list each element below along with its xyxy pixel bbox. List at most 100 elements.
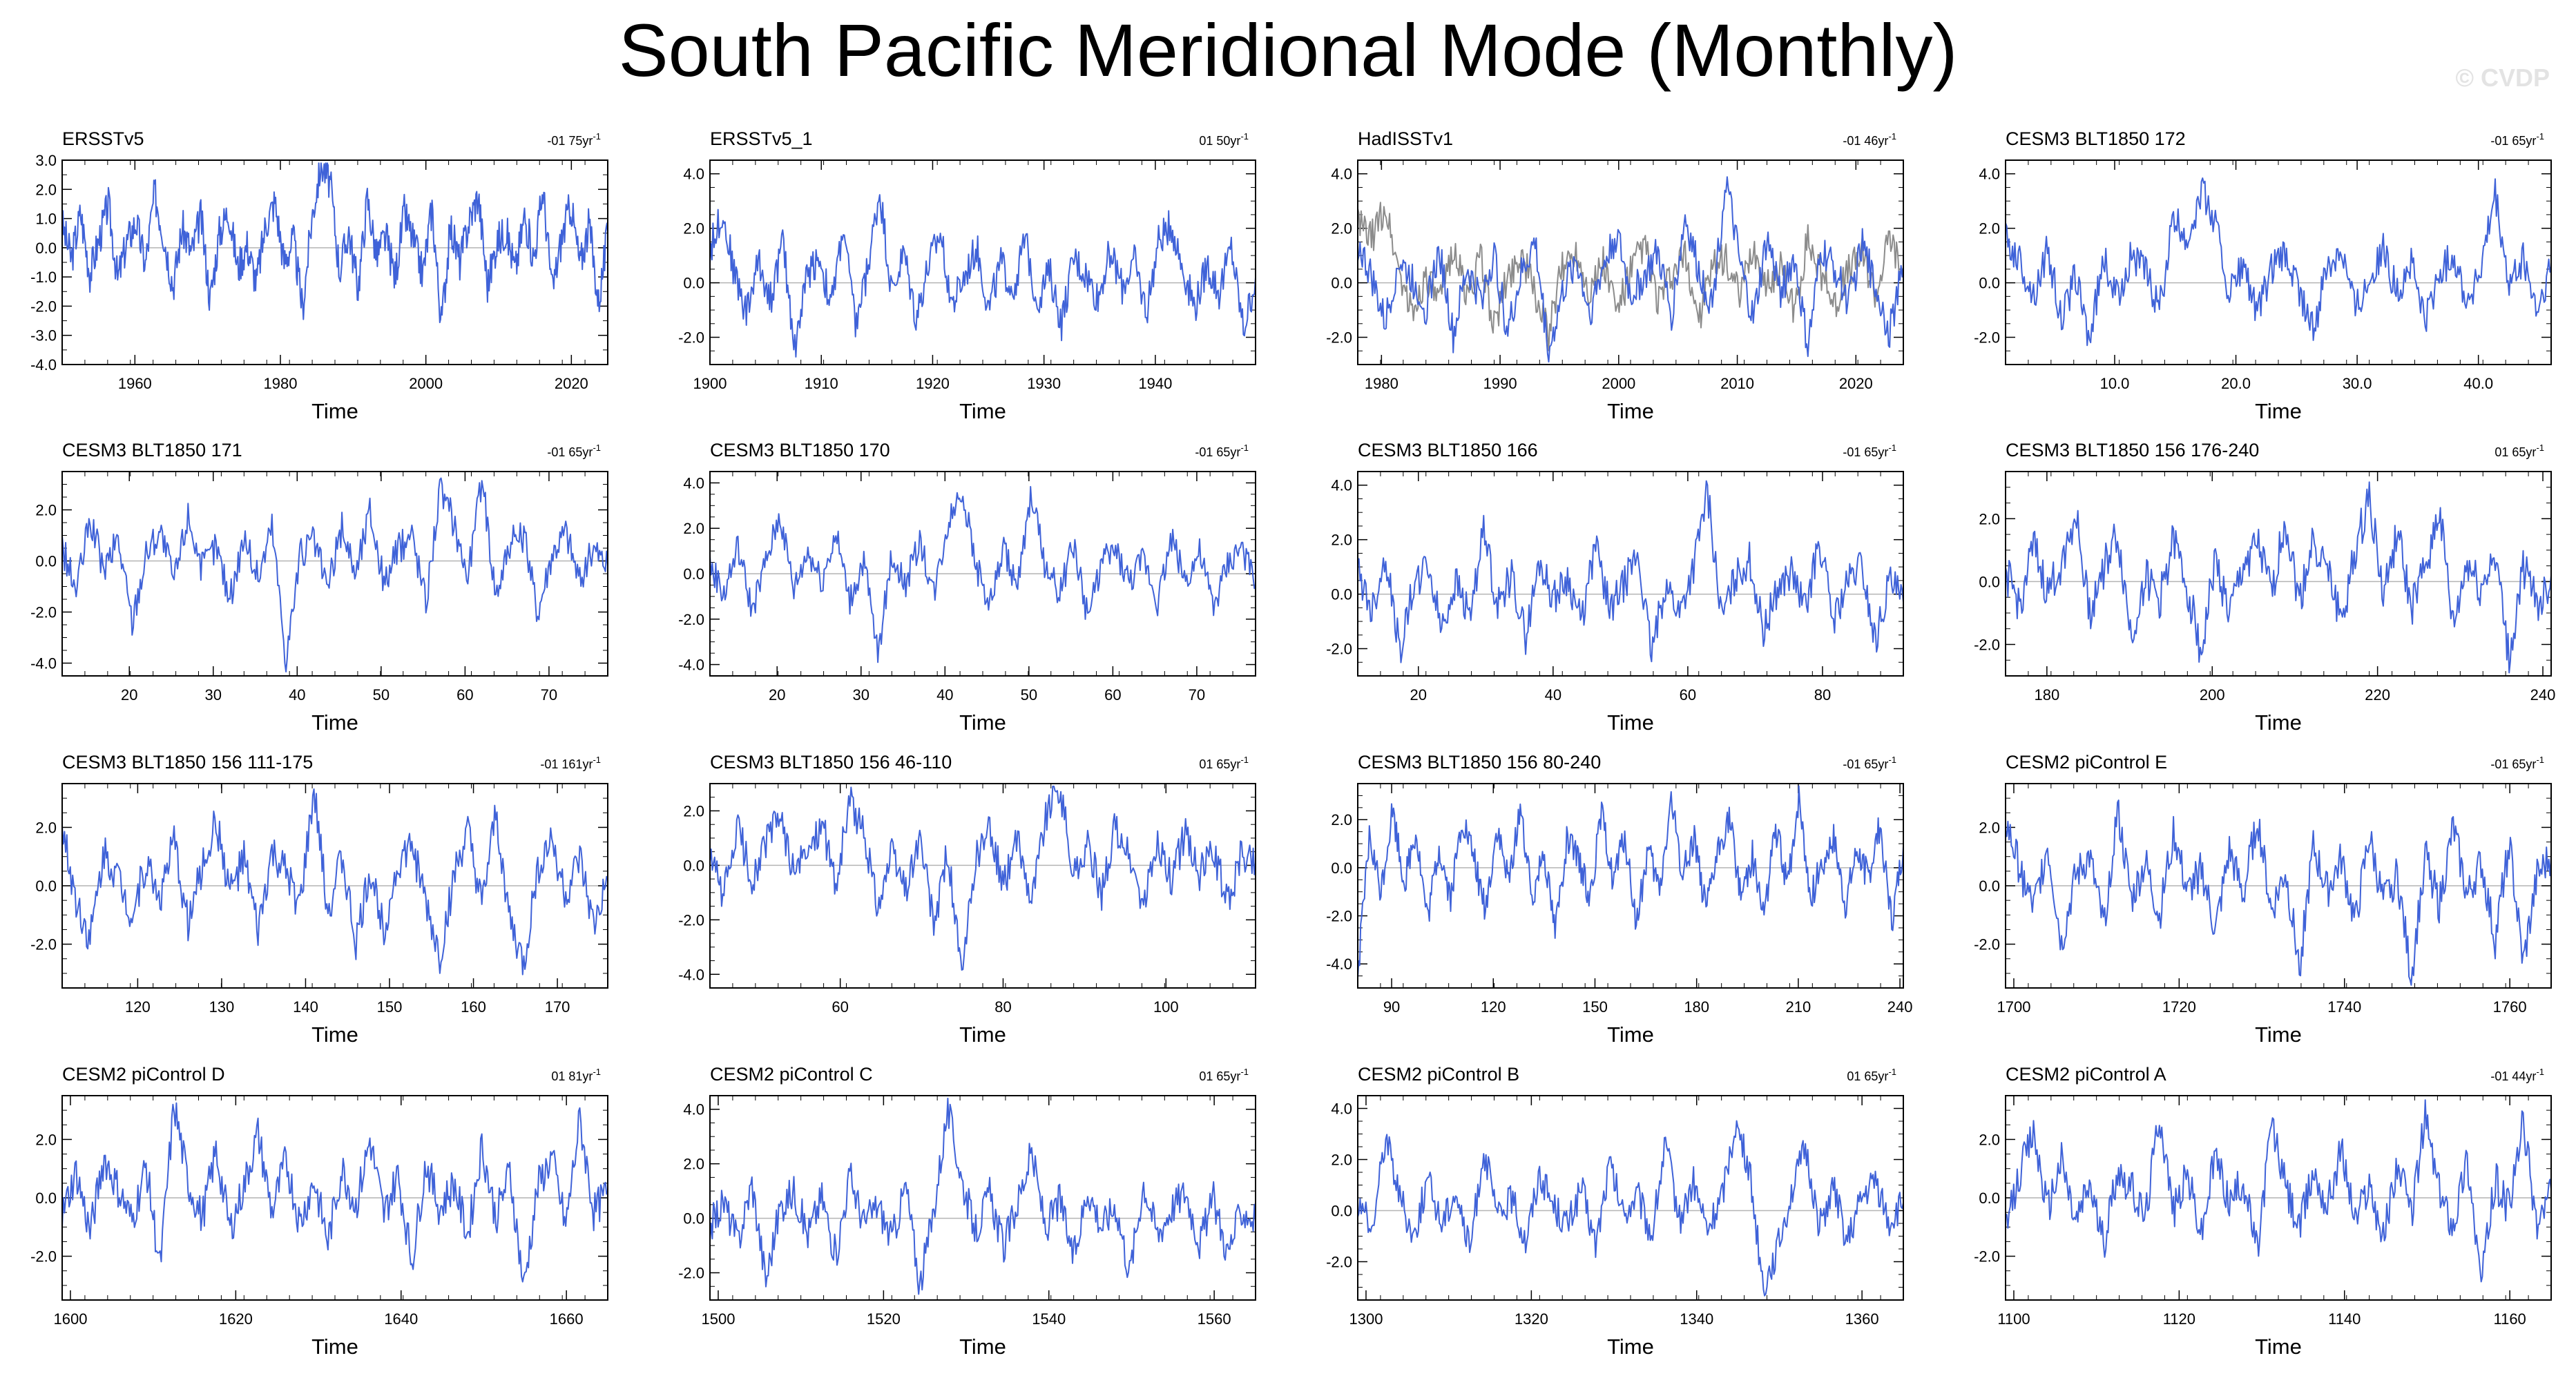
panel-trend-label: -01 75yr-1 <box>547 131 601 148</box>
trend-superscript: -1 <box>1888 131 1896 142</box>
series-line <box>709 1097 1256 1295</box>
plot-frame <box>61 783 608 989</box>
chart-panel-12: CESM2 piControl E -01 65yr-1 2.0 0.0 -2.0 170… <box>1974 752 2552 1047</box>
plot-frame <box>1357 471 1904 677</box>
x-axis-label: Time <box>959 1335 1006 1359</box>
x-tick-label: 80 <box>994 998 1011 1016</box>
y-tick-label: 1.0 <box>35 211 57 228</box>
series-line <box>2005 481 2552 674</box>
panel-title: HadISSTv1 <box>1358 128 1453 149</box>
y-tick-label: 2.0 <box>1979 1131 2000 1148</box>
x-tick-label: 40 <box>1545 686 1561 704</box>
chart-panel-5: CESM3 BLT1850 171 -01 65yr-1 2.0 0.0 -2.0 -4.… <box>30 440 608 735</box>
trend-superscript: -1 <box>1240 443 1249 453</box>
x-tick-label: 20 <box>769 686 785 704</box>
plot-frame <box>2005 159 2552 365</box>
x-tick-label: 1940 <box>1138 375 1172 392</box>
y-tick-label: 4.0 <box>683 1101 704 1118</box>
y-tick-label: -4.0 <box>678 966 704 983</box>
y-tick-label: 0.0 <box>1331 275 1352 292</box>
series-line <box>2005 799 2552 986</box>
series-line <box>61 477 608 672</box>
x-tick-label: 1930 <box>1027 375 1061 392</box>
x-tick-label: 1900 <box>693 375 727 392</box>
y-tick-label: 2.0 <box>1979 819 2000 836</box>
chart-panel-10: CESM3 BLT1850 156 46-110 01 65yr-1 2.0 0.0 -… <box>678 752 1256 1047</box>
y-tick-label: -2.0 <box>1974 329 2000 347</box>
chart-panel-16: CESM2 piControl A -01 44yr-1 2.0 0.0 -2.0 110… <box>1974 1064 2552 1359</box>
x-tick-label: 10.0 <box>2100 375 2130 392</box>
panel-title: ERSSTv5 <box>62 128 144 149</box>
trend-superscript: -1 <box>1240 1067 1249 1077</box>
trend-superscript: -1 <box>2536 1067 2544 1077</box>
x-tick-label: 240 <box>2530 686 2556 704</box>
plot-frame <box>61 471 608 677</box>
page-title: South Pacific Meridional Mode (Monthly) <box>618 8 1958 92</box>
chart-panel-2: ERSSTv5_1 01 50yr-1 4.0 2.0 0.0 -2.0 1900 1910 1… <box>678 128 1256 423</box>
chart-panel-1: ERSSTv5 -01 75yr-1 3.0 2.0 1.0 0.0 -1.0 -2.0 -3.… <box>30 128 608 423</box>
x-tick-label: 60 <box>456 686 473 704</box>
y-tick-label: 2.0 <box>1979 510 2000 527</box>
x-tick-label: 2000 <box>409 375 443 392</box>
panel-trend-label: -01 65yr-1 <box>2490 755 2544 771</box>
x-axis-label: Time <box>959 399 1006 423</box>
x-tick-label: 40 <box>936 686 953 704</box>
x-tick-label: 30 <box>853 686 869 704</box>
y-tick-label: -3.0 <box>30 327 57 345</box>
x-axis-label: Time <box>2255 399 2302 423</box>
panel-trend-label: 01 65yr-1 <box>2495 443 2544 459</box>
y-tick-label: 0.0 <box>683 565 704 583</box>
series-line <box>709 485 1256 663</box>
x-tick-label: 200 <box>2200 686 2225 704</box>
x-tick-label: 1960 <box>118 375 152 392</box>
series-line <box>1357 480 1904 663</box>
y-tick-label: 2.0 <box>35 502 57 519</box>
panel-title: CESM3 BLT1850 156 111-175 <box>62 752 313 773</box>
chart-panel-14: CESM2 piControl C 01 65yr-1 4.0 2.0 0.0 -2.0 1… <box>678 1064 1256 1359</box>
y-tick-label: 4.0 <box>1331 166 1352 183</box>
trend-superscript: -1 <box>1888 443 1896 453</box>
y-tick-label: 4.0 <box>1979 166 2000 183</box>
y-tick-label: -2.0 <box>678 1265 704 1282</box>
series-line <box>709 785 1256 971</box>
chart-panel-11: CESM3 BLT1850 156 80-240 -01 65yr-1 2.0 0.0… <box>1326 752 1912 1047</box>
series-line <box>2005 177 2552 347</box>
chart-panel-13: CESM2 piControl D 01 81yr-1 2.0 0.0 -2.0 1600… <box>30 1064 608 1359</box>
panel-trend-label: 01 50yr-1 <box>1199 131 1249 148</box>
x-tick-label: 70 <box>1189 686 1205 704</box>
panel-trend-label: -01 65yr-1 <box>1843 755 1896 771</box>
x-axis-label: Time <box>1607 1335 1654 1359</box>
x-tick-label: 90 <box>1383 998 1400 1016</box>
series-line <box>1357 1120 1904 1297</box>
x-tick-label: 1640 <box>384 1310 418 1328</box>
panel-trend-label: -01 44yr-1 <box>2490 1067 2544 1083</box>
y-tick-label: -2.0 <box>30 298 57 315</box>
y-tick-label: 2.0 <box>683 1156 704 1173</box>
x-tick-label: 2000 <box>1602 375 1635 392</box>
y-tick-label: 0.0 <box>1979 573 2000 590</box>
chart-panel-8: CESM3 BLT1850 156 176-240 01 65yr-1 2.0 0.0… <box>1974 440 2555 735</box>
x-tick-label: 1140 <box>2328 1310 2361 1328</box>
chart-panel-15: CESM2 piControl B 01 65yr-1 4.0 2.0 0.0 -2.0 1… <box>1326 1064 1904 1359</box>
series-line <box>61 1102 608 1283</box>
y-tick-label: 3.0 <box>35 152 57 169</box>
y-tick-label: 2.0 <box>1331 532 1352 549</box>
y-tick-label: 4.0 <box>1331 1100 1352 1118</box>
chart-panel-7: CESM3 BLT1850 166 -01 65yr-1 4.0 2.0 0.0 -2.0… <box>1326 440 1904 735</box>
plot-frame <box>709 1095 1256 1301</box>
x-tick-label: 180 <box>2034 686 2059 704</box>
x-tick-label: 1910 <box>805 375 838 392</box>
x-tick-label: 1980 <box>264 375 298 392</box>
overlay-series-line <box>1357 202 1904 351</box>
y-tick-label: 2.0 <box>1331 1152 1352 1169</box>
x-axis-label: Time <box>959 1022 1006 1047</box>
x-tick-label: 1520 <box>867 1310 901 1328</box>
panel-trend-label: -01 65yr-1 <box>1843 443 1896 459</box>
y-tick-label: -2.0 <box>678 611 704 628</box>
trend-superscript: -1 <box>1888 755 1896 765</box>
panel-trend-label: 01 65yr-1 <box>1199 1067 1249 1083</box>
trend-superscript: -1 <box>593 755 601 765</box>
y-tick-label: 0.0 <box>1979 1190 2000 1207</box>
x-tick-label: 120 <box>125 998 151 1016</box>
panel-title: CESM3 BLT1850 172 <box>2006 128 2186 149</box>
